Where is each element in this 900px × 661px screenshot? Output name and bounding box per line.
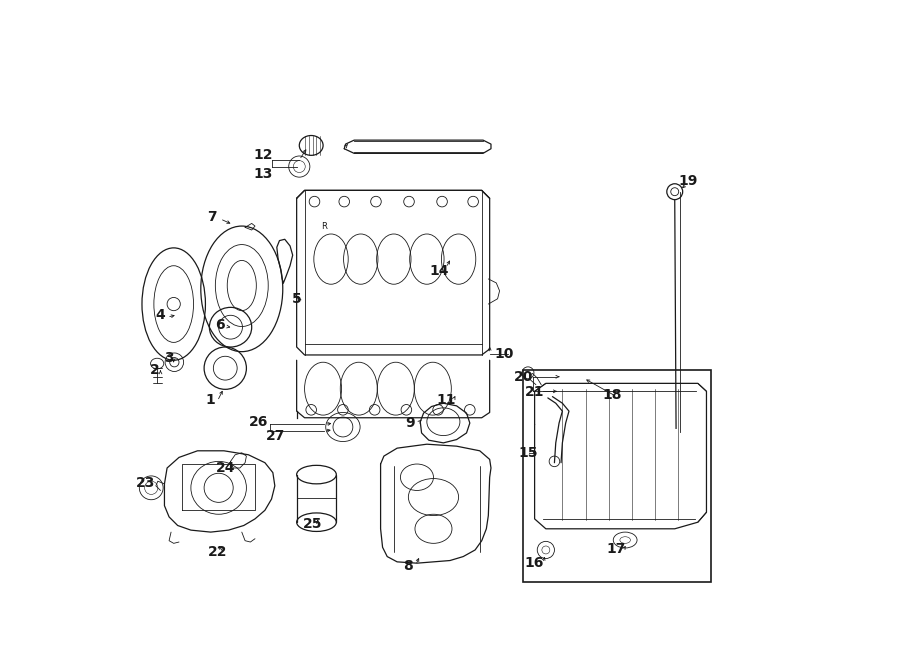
Text: 9: 9 — [406, 416, 415, 430]
Text: 27: 27 — [266, 429, 285, 444]
Text: 4: 4 — [156, 308, 166, 323]
Text: 18: 18 — [602, 388, 622, 403]
Bar — [523, 370, 711, 582]
Text: 6: 6 — [215, 318, 225, 332]
Text: 17: 17 — [607, 541, 626, 556]
Text: 12: 12 — [254, 148, 274, 163]
Text: 7: 7 — [207, 210, 217, 224]
Text: 1: 1 — [206, 393, 216, 407]
Text: 5: 5 — [292, 292, 302, 306]
Text: 8: 8 — [403, 559, 413, 574]
Text: 26: 26 — [248, 414, 268, 429]
Text: 22: 22 — [208, 545, 227, 559]
Text: 2: 2 — [149, 363, 159, 377]
Text: 24: 24 — [215, 461, 235, 475]
Text: 13: 13 — [254, 167, 274, 181]
Text: 11: 11 — [436, 393, 455, 407]
Text: 10: 10 — [494, 346, 514, 361]
Text: 21: 21 — [525, 385, 544, 399]
Text: 3: 3 — [165, 351, 174, 366]
Text: 25: 25 — [302, 516, 322, 531]
Text: 23: 23 — [136, 475, 156, 490]
Text: 20: 20 — [514, 369, 534, 384]
Text: 19: 19 — [679, 174, 698, 188]
Text: 15: 15 — [518, 446, 537, 460]
Text: 16: 16 — [525, 556, 544, 570]
Text: R: R — [321, 221, 328, 231]
Text: 14: 14 — [429, 264, 449, 278]
